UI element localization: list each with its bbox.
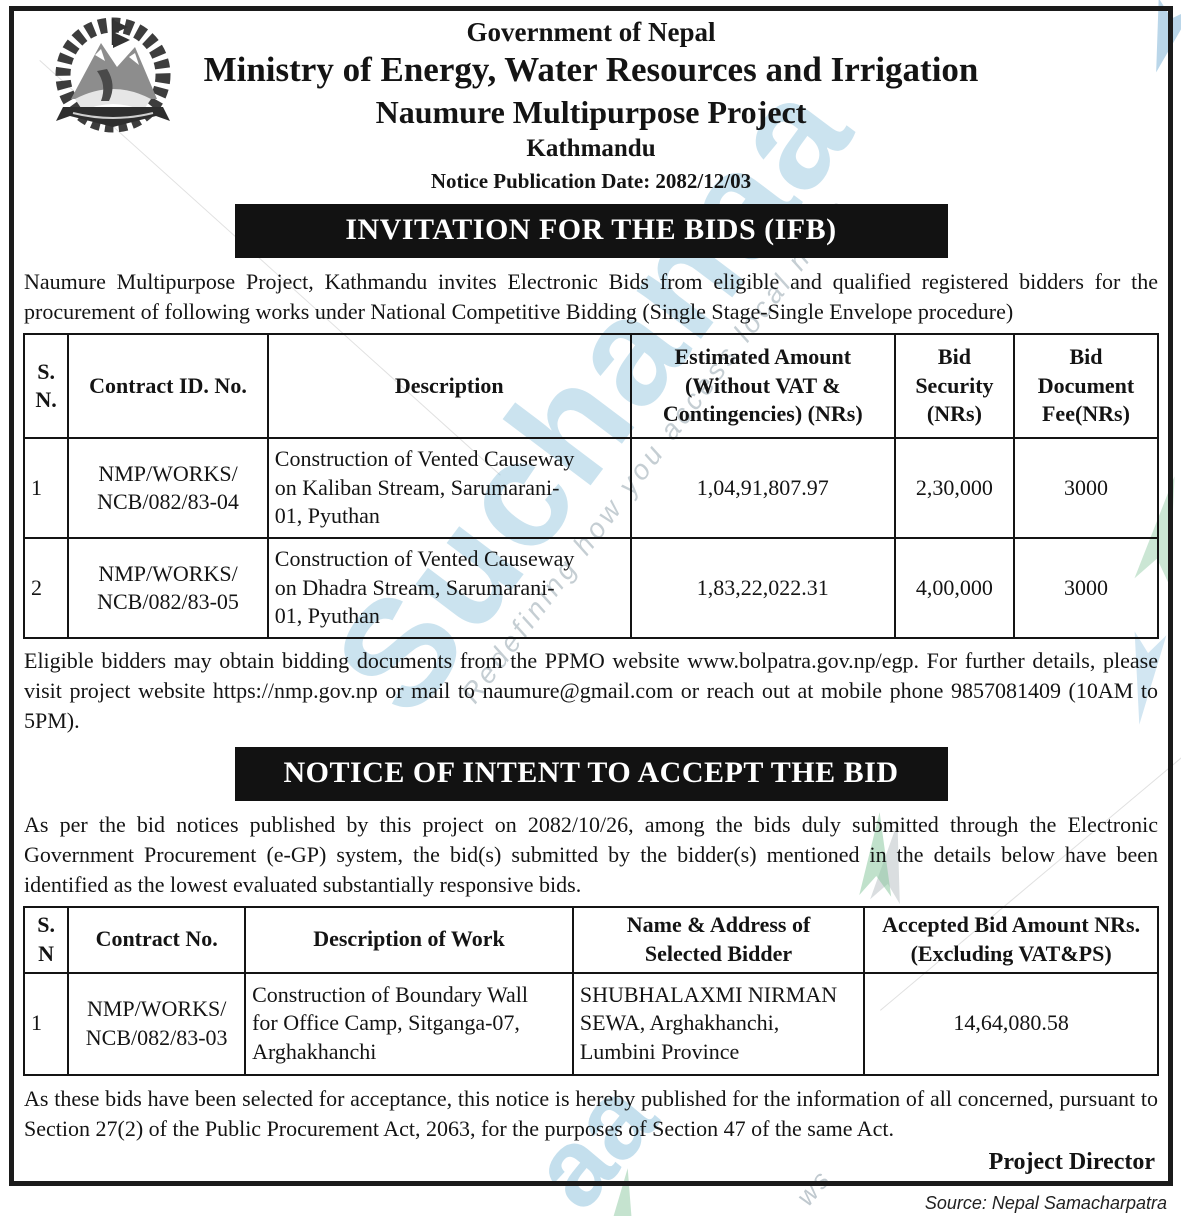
header-city: Kathmandu xyxy=(526,135,656,163)
ifb-header-sn: S. N. xyxy=(22,333,70,440)
masthead: Government of Nepal Ministry of Energy, … xyxy=(23,13,1159,193)
ifb-cell-sn: 1 xyxy=(22,437,70,540)
ifb-intro-paragraph: Naumure Multipurpose Project, Kathmandu … xyxy=(24,269,1158,325)
ifb-cell-security: 2,30,000 xyxy=(893,437,1015,540)
header-government: Government of Nepal xyxy=(466,17,716,47)
noia-cell-bidder: SHUBHALAXMI NIRMAN SEWA, Arghakhanchi, L… xyxy=(571,971,866,1076)
ifb-cell-fee: 3000 xyxy=(1012,437,1160,540)
ifb-table-header-row: S. N. Contract ID. No. Description Estim… xyxy=(22,333,1160,440)
ifb-cell-estimated: 1,04,91,807.97 xyxy=(629,437,896,540)
header-ministry: Ministry of Energy, Water Resources and … xyxy=(203,50,979,90)
noia-cell-sn: 1 xyxy=(22,971,70,1076)
ifb-header-estimated: Estimated Amount (Without VAT & Continge… xyxy=(629,333,896,440)
header-publication-date: Notice Publication Date: 2082/12/03 xyxy=(430,169,752,194)
signature-project-director: Project Director xyxy=(988,1149,1155,1176)
source-credit: Source: Nepal Samacharpatra xyxy=(924,1193,1167,1213)
ifb-cell-sn: 2 xyxy=(22,537,70,640)
nepal-government-emblem-icon xyxy=(39,15,187,143)
noia-header-bidder: Name & Address of Selected Bidder xyxy=(571,905,866,974)
noia-table: S. N Contract No. Description of Work Na… xyxy=(22,905,1159,1076)
noia-title-banner: NOTICE OF INTENT TO ACCEPT THE BID xyxy=(234,746,948,801)
ifb-cell-estimated: 1,83,22,022.31 xyxy=(629,537,896,640)
ifb-cell-fee: 3000 xyxy=(1012,537,1160,640)
ifb-header-contract: Contract ID. No. xyxy=(67,333,269,440)
ifb-cell-security: 4,00,000 xyxy=(893,537,1015,640)
noia-cell-contract: NMP/WORKS/ NCB/082/83-03 xyxy=(67,971,247,1076)
ifb-title-banner: INVITATION FOR THE BIDS (IFB) xyxy=(234,204,948,259)
noia-header-contract: Contract No. xyxy=(67,905,247,974)
ifb-header-security: Bid Security (NRs) xyxy=(893,333,1015,440)
noia-header-description: Description of Work xyxy=(244,905,574,974)
document-frame: Government of Nepal Ministry of Energy, … xyxy=(9,6,1173,1186)
ifb-table-row: 2 NMP/WORKS/ NCB/082/83-05 Construction … xyxy=(22,537,1160,640)
noia-closing-paragraph: As these bids have been selected for acc… xyxy=(24,1085,1158,1141)
ifb-note-paragraph: Eligible bidders may obtain bidding docu… xyxy=(24,648,1158,733)
ifb-cell-description: Construction of Vented Causeway on Dhadr… xyxy=(266,537,632,640)
ifb-table-row: 1 NMP/WORKS/ NCB/082/83-04 Construction … xyxy=(22,437,1160,540)
noia-header-amount: Accepted Bid Amount NRs. (Excluding VAT&… xyxy=(863,905,1159,974)
noia-cell-amount: 14,64,080.58 xyxy=(863,971,1159,1076)
ifb-table: S. N. Contract ID. No. Description Estim… xyxy=(22,333,1160,640)
noia-cell-description: Construction of Boundary Wall for Office… xyxy=(244,971,574,1076)
ifb-cell-description: Construction of Vented Causeway on Kalib… xyxy=(266,437,632,540)
noia-table-row: 1 NMP/WORKS/ NCB/082/83-03 Construction … xyxy=(22,971,1159,1076)
noia-table-header-row: S. N Contract No. Description of Work Na… xyxy=(22,905,1159,974)
noia-header-sn: S. N xyxy=(22,905,70,974)
ifb-header-fee: Bid Document Fee(NRs) xyxy=(1012,333,1160,440)
ifb-cell-contract: NMP/WORKS/ NCB/082/83-05 xyxy=(67,537,269,640)
header-project: Naumure Multipurpose Project xyxy=(375,93,807,130)
ifb-cell-contract: NMP/WORKS/ NCB/082/83-04 xyxy=(67,437,269,540)
noia-intro-paragraph: As per the bid notices published by this… xyxy=(24,811,1158,897)
ifb-header-description: Description xyxy=(266,333,632,440)
